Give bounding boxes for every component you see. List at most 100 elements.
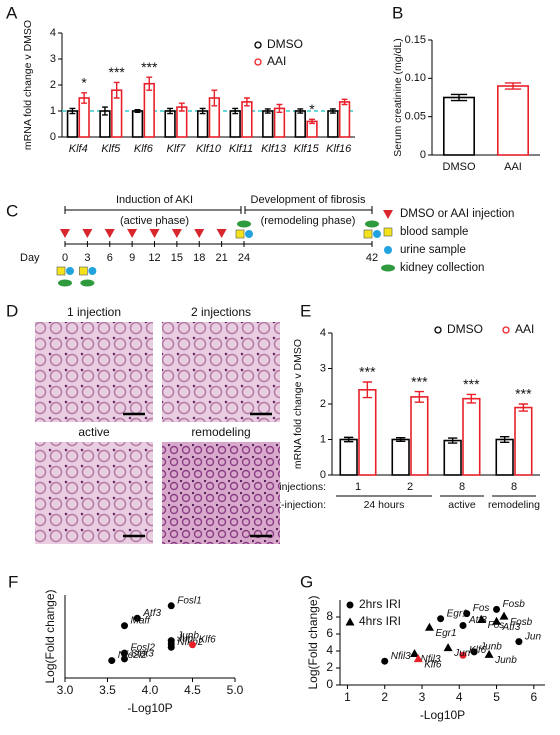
error-bar <box>69 107 76 115</box>
legend-marker <box>254 58 262 66</box>
legend-marker <box>434 326 442 334</box>
legend-label: kidney collection <box>400 262 484 274</box>
bar <box>338 101 351 138</box>
y-tick-label: 4 <box>320 327 326 339</box>
panel-letter: G <box>300 572 313 591</box>
panel-letter: A <box>6 3 18 22</box>
error-bar <box>499 435 510 444</box>
group-label: remodeling <box>488 499 540 511</box>
day-value: 15 <box>171 252 183 264</box>
y-tick-label: 4 <box>50 27 56 39</box>
error-bar <box>211 89 218 107</box>
point-label: Maff <box>131 615 152 626</box>
panel-letter: F <box>8 572 18 591</box>
significance: *** <box>359 364 376 380</box>
injection-marker <box>127 229 138 238</box>
blood-marker <box>235 229 245 239</box>
y-axis-label: Serum creatinine (mg/dL) <box>392 38 404 156</box>
significance: * <box>309 101 315 117</box>
point <box>499 611 509 620</box>
error-bar <box>447 437 458 444</box>
day-value: 42 <box>366 252 378 264</box>
bar <box>164 110 176 138</box>
point-label: Fosb <box>510 617 533 628</box>
error-bar <box>395 437 406 442</box>
legend-label: DMSO <box>447 322 483 336</box>
histology-image <box>162 442 280 544</box>
x-tick-label: Klf7 <box>166 143 186 155</box>
point-label: Fos <box>473 603 490 614</box>
point-label: Fos <box>488 620 505 631</box>
bar <box>66 110 79 138</box>
y-axis-label: mRNA fold change v DMSO <box>22 20 34 150</box>
point-label: Junb <box>494 655 517 666</box>
urine-marker <box>88 267 97 275</box>
error-bar <box>466 393 477 404</box>
legend-marker <box>345 617 355 626</box>
x-tick-label: 4 <box>456 690 463 704</box>
phase-title: Development of fibrosis <box>251 194 366 206</box>
image-label: 2 injections <box>191 305 251 319</box>
point <box>484 649 494 658</box>
point-label: Atf3 <box>142 608 161 619</box>
error-bar <box>146 76 153 91</box>
point-label: Junb <box>479 641 502 652</box>
phase-bracket <box>64 206 373 214</box>
bar <box>196 110 209 138</box>
y-tick-label: 0.15 <box>405 34 426 46</box>
x-tick-label: Klf4 <box>69 143 88 155</box>
error-bar <box>232 107 239 115</box>
legend-label: AAI <box>267 54 286 68</box>
injection-marker <box>104 229 115 238</box>
injection-marker <box>149 229 160 238</box>
injection-marker <box>60 229 70 238</box>
point <box>515 638 523 646</box>
x-tick-label: 8 <box>511 481 517 493</box>
point-label: Fosb <box>503 599 526 610</box>
error-bar <box>264 108 271 114</box>
point <box>410 649 420 658</box>
kidney-marker <box>58 279 72 287</box>
bar <box>410 396 429 476</box>
error-bar <box>134 109 141 113</box>
significance: *** <box>515 386 532 402</box>
blood-marker <box>363 229 373 239</box>
x-tick-label: 3.5 <box>99 683 116 697</box>
error-bar <box>113 81 120 99</box>
bar <box>442 96 475 156</box>
x-tick-label: DMSO <box>443 161 476 173</box>
point-label: Nfil3 <box>421 654 441 665</box>
y-tick-label: 0.10 <box>405 72 426 84</box>
day-value: 18 <box>193 252 205 264</box>
y-tick-label: 0 <box>420 149 426 161</box>
x-tick-label: 2 <box>381 690 388 704</box>
y-axis-label: mRNA fold change v DMSO <box>292 339 304 469</box>
legend-label: AAI <box>515 322 534 336</box>
y-tick-label: 0.05 <box>405 111 426 123</box>
bar <box>495 438 514 476</box>
point-label: Klf6 <box>199 634 217 645</box>
point-label: Fosl1 <box>177 595 201 606</box>
point <box>413 654 423 663</box>
point <box>443 643 453 652</box>
error-bar <box>504 82 522 90</box>
point <box>492 616 502 625</box>
error-bar <box>243 97 250 107</box>
point <box>121 655 128 663</box>
x-tick-label: Klf10 <box>196 143 222 155</box>
point <box>167 602 175 610</box>
histology-image <box>35 442 153 544</box>
error-bar <box>276 103 283 113</box>
day-value: 3 <box>84 252 90 264</box>
x-tick-label: Klf5 <box>101 143 121 155</box>
kidney-marker <box>80 279 95 287</box>
error-bar <box>167 107 174 115</box>
y-axis-label: Log(Fold change) <box>306 595 320 689</box>
x-tick-label: 5.0 <box>227 683 244 697</box>
significance: *** <box>141 59 158 75</box>
urine-marker <box>245 230 253 238</box>
error-bar <box>518 403 529 412</box>
point-label: Atf3 <box>468 615 487 626</box>
x-tick-label: 1 <box>344 690 351 704</box>
x-tick-label: 1 <box>355 481 361 493</box>
